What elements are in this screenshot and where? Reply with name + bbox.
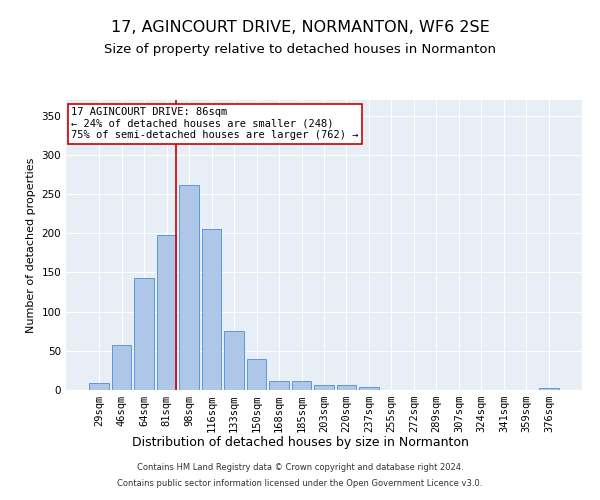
Text: Distribution of detached houses by size in Normanton: Distribution of detached houses by size … — [131, 436, 469, 449]
Bar — [247, 358, 266, 390]
Text: 17, AGINCOURT DRIVE, NORMANTON, WF6 2SE: 17, AGINCOURT DRIVE, NORMANTON, WF6 2SE — [110, 20, 490, 35]
Text: 17 AGINCOURT DRIVE: 86sqm
← 24% of detached houses are smaller (248)
75% of semi: 17 AGINCOURT DRIVE: 86sqm ← 24% of detac… — [71, 108, 359, 140]
Bar — [224, 331, 244, 390]
Bar — [359, 387, 379, 390]
Bar — [89, 383, 109, 390]
Text: Contains public sector information licensed under the Open Government Licence v3: Contains public sector information licen… — [118, 478, 482, 488]
Text: Size of property relative to detached houses in Normanton: Size of property relative to detached ho… — [104, 42, 496, 56]
Bar — [134, 278, 154, 390]
Bar — [269, 382, 289, 390]
Bar — [179, 184, 199, 390]
Y-axis label: Number of detached properties: Number of detached properties — [26, 158, 36, 332]
Bar — [202, 230, 221, 390]
Bar — [314, 386, 334, 390]
Bar — [112, 346, 131, 390]
Bar — [157, 235, 176, 390]
Bar — [337, 384, 356, 390]
Text: Contains HM Land Registry data © Crown copyright and database right 2024.: Contains HM Land Registry data © Crown c… — [137, 464, 463, 472]
Bar — [539, 388, 559, 390]
Bar — [292, 380, 311, 390]
